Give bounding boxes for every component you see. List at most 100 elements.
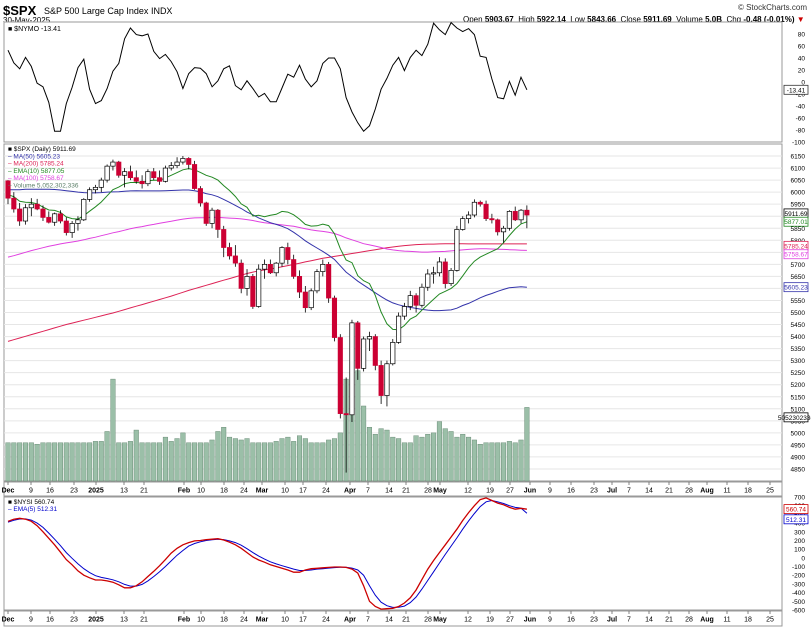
x-axis-label: 21 [402, 488, 410, 495]
candle-body [442, 261, 448, 284]
nymo-last-value-label-box [783, 84, 809, 95]
x-axis-label: 2025 [88, 488, 104, 495]
nysi-tick-label: 700 [794, 495, 805, 502]
volume-bar [302, 438, 308, 482]
x-axis-label: 21 [665, 488, 673, 495]
ema10-last-label: 5877.01 [784, 219, 808, 226]
x-axis-label: 14 [385, 488, 393, 495]
x-axis-label: 14 [385, 617, 393, 624]
volume-bar [448, 431, 454, 482]
volume-bar [285, 436, 291, 482]
x-axis-label: 21 [140, 488, 148, 495]
x-axis-label: 16 [567, 488, 575, 495]
volume-bar [454, 436, 460, 482]
nysi-tick-label: -300 [792, 581, 805, 588]
price-tick-label: 5200 [791, 382, 806, 389]
nymo-legend: ■ $NYMO -13.41 [8, 26, 61, 33]
x-axis-label: Dec [2, 488, 15, 495]
high-value: 5922.14 [536, 15, 566, 24]
candle-body [506, 211, 512, 229]
nysi-legend-entry: – EMA(5) 512.31 [8, 506, 58, 513]
price-tick-label: 5700 [791, 262, 806, 269]
x-axis-label: May [433, 488, 447, 495]
candle-body [471, 201, 477, 216]
x-axis-label: 25 [766, 617, 774, 624]
down-arrow-icon: ▼ [796, 15, 805, 24]
nymo-tick-label: -60 [796, 116, 806, 123]
volume-bar [518, 439, 524, 482]
nymo-tick-label: -40 [796, 104, 806, 111]
volume-bar [209, 439, 215, 482]
x-axis-label: 10 [197, 617, 205, 624]
candle-body [361, 338, 367, 369]
volume-bar [366, 427, 372, 482]
x-axis-label: 24 [240, 488, 248, 495]
x-axis-label: 7 [627, 617, 631, 624]
volume-bar [116, 442, 122, 482]
chart-date: 30-May-2025 [3, 16, 51, 25]
x-axis-label: 28 [424, 488, 432, 495]
volume-bar [279, 438, 285, 482]
volume-bar [460, 434, 466, 482]
volume-bar [297, 435, 303, 482]
x-axis-label: 10 [281, 617, 289, 624]
x-axis-label: 14 [645, 617, 653, 624]
price-tick-label: 5550 [791, 298, 806, 305]
price-tick-label: 5250 [791, 370, 806, 377]
symbol-title: $SPX [3, 3, 37, 18]
x-axis-label: 19 [486, 488, 494, 495]
candle-body [250, 276, 256, 307]
x-axis-label: Apr [344, 617, 356, 624]
volume-bar [436, 421, 442, 482]
volume-bar [87, 442, 93, 482]
volume-bar [157, 442, 163, 482]
x-axis-label: 7 [627, 488, 631, 495]
nysi-tick-label: 0 [801, 555, 805, 562]
x-axis-label: 24 [322, 617, 330, 624]
nymo-line [7, 21, 528, 132]
candle-body [390, 341, 396, 365]
x-axis-label: 7 [366, 617, 370, 624]
x-axis-label: 28 [685, 617, 693, 624]
nysi-tick-label: 100 [794, 547, 805, 554]
volume-bar [139, 442, 145, 482]
volume-bar [477, 443, 483, 482]
volume-bar [203, 442, 209, 482]
x-axis-band [3, 481, 783, 497]
x-axis-label: 23 [590, 617, 598, 624]
candle-body [186, 158, 192, 165]
volume-bar [133, 429, 139, 482]
price-tick-label: 5300 [791, 358, 806, 365]
x-axis-label: 27 [506, 488, 514, 495]
ema10-last-label-box [783, 216, 809, 227]
x-axis-label: 13 [120, 488, 128, 495]
x-axis-label: 12 [464, 488, 472, 495]
x-axis-label: Aug [700, 617, 714, 624]
low-value: 5843.66 [587, 15, 617, 24]
nymo-panel [3, 21, 783, 143]
ema5-last-label: 512.31 [786, 517, 806, 524]
candle-body [314, 271, 320, 292]
volume-bar [232, 438, 238, 482]
x-axis-label: 12 [464, 617, 472, 624]
nysi-tick-label: -600 [792, 608, 805, 615]
price-legend-entry: – EMA(10) 5877.05 [8, 168, 65, 175]
volume-bar [197, 442, 203, 482]
volume-bar [227, 436, 233, 482]
candle-body [396, 315, 402, 343]
chg-label: Chg [726, 15, 742, 24]
candle-body [116, 161, 122, 176]
candle-body [436, 261, 442, 274]
low-label: Low [570, 15, 585, 24]
nysi-panel [3, 496, 783, 611]
candle-body [192, 164, 198, 189]
volume-bar [506, 441, 512, 482]
nymo-tick-label: 40 [798, 56, 806, 63]
candle-body [145, 171, 151, 185]
candle-body [296, 276, 303, 293]
candle-body [151, 171, 157, 179]
close-value: 5911.69 [643, 15, 672, 24]
nysi-ema-line [7, 499, 528, 608]
candle-body [384, 363, 390, 396]
volume-bar [320, 442, 326, 482]
